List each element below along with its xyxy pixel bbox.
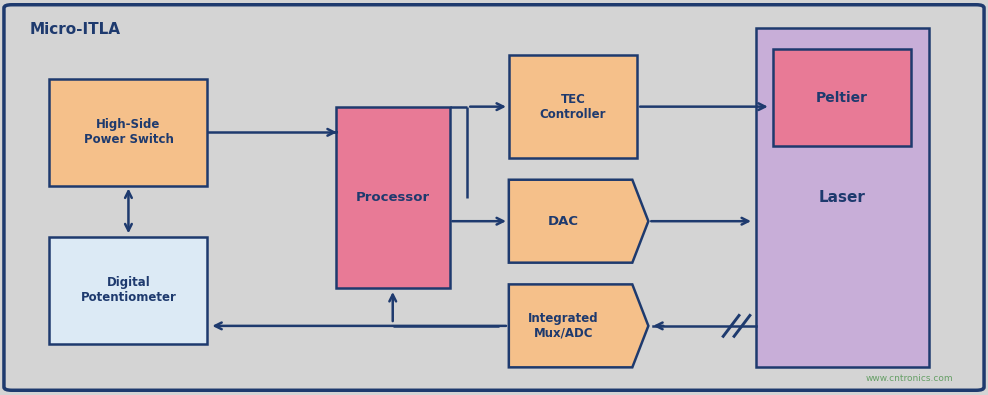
Bar: [756, 28, 929, 367]
Bar: [49, 237, 207, 344]
Text: Laser: Laser: [819, 190, 865, 205]
Text: www.cntronics.com: www.cntronics.com: [865, 374, 953, 383]
Text: Peltier: Peltier: [816, 91, 867, 105]
Text: Digital
Potentiometer: Digital Potentiometer: [80, 276, 177, 304]
Bar: [509, 55, 637, 158]
Bar: [49, 79, 207, 186]
Bar: [773, 49, 911, 146]
Text: Integrated
Mux/ADC: Integrated Mux/ADC: [528, 312, 599, 340]
FancyBboxPatch shape: [4, 5, 984, 390]
Text: DAC: DAC: [547, 215, 579, 228]
Text: TEC
Controller: TEC Controller: [539, 93, 607, 120]
Polygon shape: [509, 284, 648, 367]
Text: High-Side
Power Switch: High-Side Power Switch: [84, 118, 173, 146]
Polygon shape: [509, 180, 648, 263]
Text: Micro-ITLA: Micro-ITLA: [30, 22, 121, 37]
Bar: [336, 107, 450, 288]
Text: Processor: Processor: [356, 191, 430, 204]
